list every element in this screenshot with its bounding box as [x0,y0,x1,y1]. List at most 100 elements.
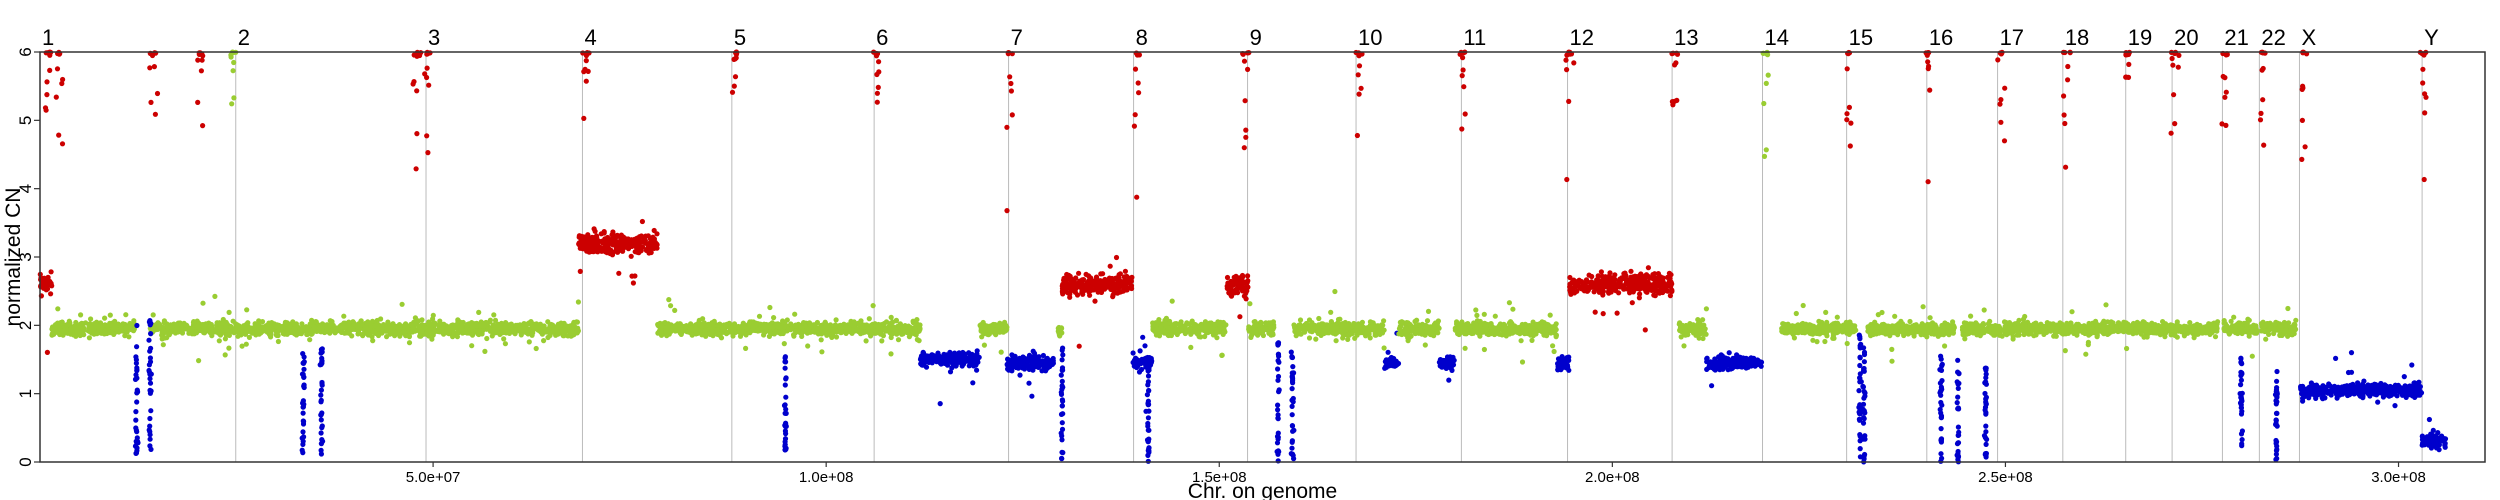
data-point [1352,335,1358,341]
data-point [399,301,405,307]
data-point [741,329,747,335]
data-point [1013,364,1019,371]
data-point [102,328,108,334]
data-point [1177,323,1183,329]
data-point [994,328,1000,335]
data-point [1508,319,1514,325]
data-point [1431,321,1437,328]
data-point [93,322,99,328]
data-point [430,316,436,322]
data-point [668,303,674,309]
data-point [616,270,622,276]
data-point [126,334,132,340]
data-point [1583,280,1589,286]
data-point [580,236,586,242]
data-point [474,322,480,329]
data-point [654,242,660,248]
data-point [452,322,458,328]
data-point [1553,327,1559,333]
data-point [458,327,464,333]
data-point [333,329,339,335]
data-point [968,358,975,364]
data-point [395,324,402,331]
data-point [469,332,476,338]
data-point [780,318,786,324]
data-point [1523,328,1529,334]
data-point [1043,365,1049,371]
data-point [1352,328,1358,334]
data-point [529,324,535,330]
data-point [52,325,58,331]
data-point [960,359,966,366]
data-point [200,300,206,306]
data-point [1553,334,1559,340]
data-point [1551,348,1557,355]
data-point [851,323,857,329]
data-point [55,320,61,326]
data-point [1489,329,1495,335]
data-point [1142,343,1148,349]
data-point [341,313,347,319]
data-point [188,326,195,332]
data-point [1076,270,1082,276]
data-point [179,327,185,333]
data-point [988,326,994,332]
data-point [574,326,580,332]
data-point [1529,337,1535,343]
data-point [469,343,475,349]
data-point [983,324,989,330]
data-point [502,341,508,347]
data-point [1040,352,1046,359]
data-point [64,322,70,328]
data-point [1133,355,1139,361]
data-point [1333,338,1339,344]
data-point [1390,357,1396,364]
data-point [195,324,201,330]
data-point [223,319,229,325]
data-point [974,367,980,373]
data-point [243,341,249,347]
data-point [1435,330,1441,336]
data-point [891,326,897,332]
data-point [743,345,749,351]
data-point [335,325,341,331]
data-point [888,334,894,341]
data-point [672,328,679,334]
data-point [1419,321,1425,327]
data-point [1528,326,1534,333]
data-point [436,326,442,332]
data-point [902,324,908,330]
data-point [699,323,705,329]
data-point [956,354,962,360]
data-point [293,332,299,338]
data-point [863,338,869,344]
data-point [628,253,634,259]
data-point [1406,334,1412,341]
data-point [73,325,79,332]
data-point [1074,292,1081,298]
data-point [678,324,684,330]
data-point [1474,312,1480,318]
data-point [246,334,252,340]
data-point [1217,325,1223,331]
data-point [208,321,214,328]
data-point [609,232,615,238]
data-point [1435,318,1441,324]
data-point [1532,329,1538,335]
data-point [264,327,271,333]
data-point [691,327,697,333]
data-point [285,325,292,331]
data-point [49,283,55,289]
data-point [858,331,864,337]
data-point [265,323,271,329]
data-point [750,323,756,330]
data-point [167,324,174,330]
data-point [1297,317,1304,323]
data-point [412,328,418,334]
data-point [1010,356,1017,362]
data-point [1017,361,1024,367]
data-point [94,331,100,337]
data-point [635,244,641,250]
data-point [1069,280,1075,286]
data-point [330,322,336,328]
